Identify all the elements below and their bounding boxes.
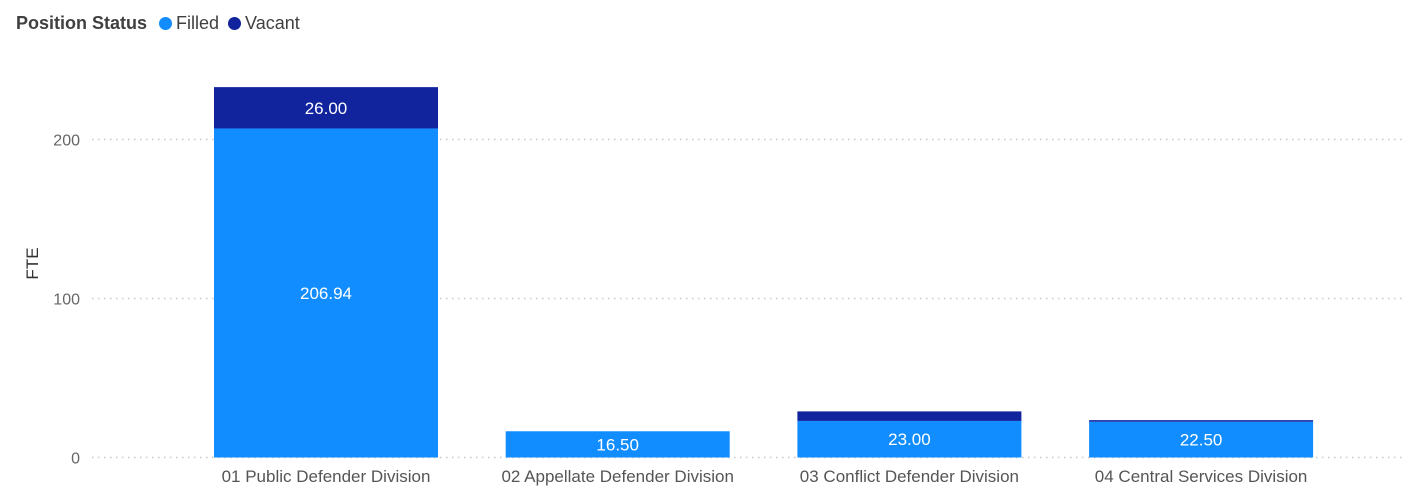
x-tick-label: 01 Public Defender Division (222, 467, 431, 486)
y-tick-label: 200 (53, 133, 80, 150)
bar-filled (505, 431, 730, 458)
data-label-vacant: 26.00 (305, 99, 348, 118)
x-tick-label: 04 Central Services Division (1095, 467, 1308, 486)
filled-dot-icon (159, 16, 173, 30)
y-axis-title: FTE (23, 247, 42, 279)
bar-filled (1089, 421, 1314, 458)
data-label-filled: 206.94 (300, 284, 352, 303)
chart-legend: Position Status Filled Vacant (16, 11, 309, 35)
data-label-filled: 22.50 (1180, 431, 1223, 450)
bar-vacant (1089, 420, 1314, 422)
y-tick-label: 100 (53, 292, 80, 309)
y-tick-label: 0 (71, 451, 80, 468)
data-labels: 206.94 26.00 16.50 23.00 22.50 (300, 99, 1222, 455)
bar-vacant (797, 411, 1022, 421)
legend-item-filled[interactable]: Filled (159, 13, 219, 34)
legend-item-filled-label: Filled (176, 12, 220, 33)
axes: 0 100 200 FTE 01 Public Defender Division 02 … (23, 133, 1307, 487)
data-label-filled: 23.00 (888, 430, 931, 449)
x-tick-label: 03 Conflict Defender Division (800, 467, 1019, 486)
bar-filled (797, 420, 1022, 458)
legend-item-vacant[interactable]: Vacant (228, 13, 300, 34)
bars (214, 87, 1314, 458)
vacant-dot-icon (228, 16, 242, 30)
bar-vacant (214, 87, 438, 129)
data-label-filled: 16.50 (596, 435, 639, 454)
x-tick-label: 02 Appellate Defender Division (501, 467, 733, 486)
legend-item-vacant-label: Vacant (245, 12, 300, 33)
legend-title: Position Status (16, 12, 148, 33)
bar-filled (214, 128, 438, 458)
